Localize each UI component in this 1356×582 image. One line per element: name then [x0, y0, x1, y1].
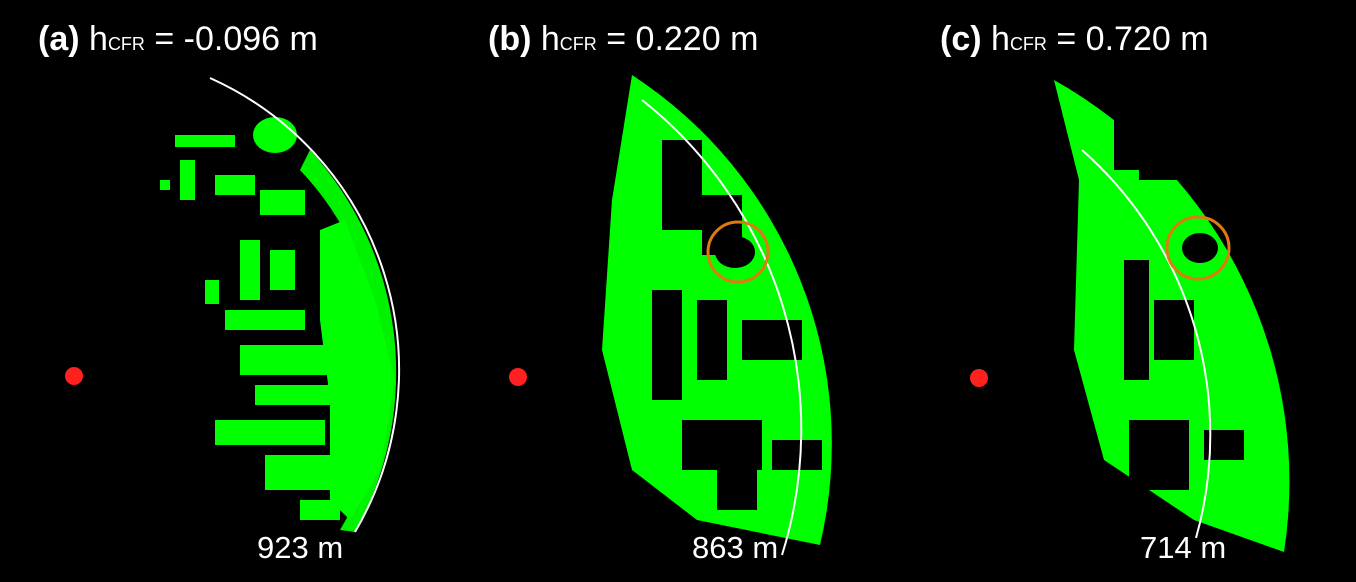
h-value: = 0.220 m	[596, 20, 759, 58]
radar-image-c	[970, 80, 1290, 552]
coverage-inner-a	[320, 220, 395, 520]
radar-site-marker-a	[65, 367, 83, 385]
panel-title-c: (c) hCFR = 0.720 m	[940, 20, 1209, 59]
radar-site-marker-c	[970, 369, 988, 387]
range-label-c: 714 m	[1140, 530, 1227, 565]
shadow-patches-c	[1114, 110, 1244, 490]
h-subscript: CFR	[559, 34, 597, 54]
h-symbol: h	[540, 20, 560, 58]
range-arc-c	[1081, 149, 1212, 539]
h-value: = -0.096 m	[144, 20, 318, 58]
panel-title-a: (a) hCFR = -0.096 m	[38, 20, 318, 59]
range-label-b: 863 m	[692, 530, 779, 565]
radar-image-b	[509, 75, 832, 556]
panel-a: (a) hCFR = -0.096 m 923 m	[0, 0, 452, 582]
h-subscript: CFR	[107, 34, 145, 54]
panel-title-b: (b) hCFR = 0.220 m	[488, 20, 758, 59]
h-value: = 0.720 m	[1046, 20, 1209, 58]
panel-b: (b) hCFR = 0.220 m 863 m	[452, 0, 904, 582]
clutter-patches-a	[160, 117, 385, 520]
range-label-a: 923 m	[257, 530, 344, 565]
range-arc-b	[641, 99, 803, 556]
highlight-circle-c	[1165, 215, 1231, 281]
h-subscript: CFR	[1009, 34, 1047, 54]
highlight-circle-b	[706, 220, 770, 284]
radar-site-marker-b	[509, 368, 527, 386]
panel-label: (c)	[940, 20, 982, 58]
coverage-sector-a	[300, 150, 397, 532]
panel-label: (a)	[38, 20, 80, 58]
panel-label: (b)	[488, 20, 532, 58]
radar-image-a	[65, 77, 401, 533]
h-symbol: h	[89, 20, 108, 58]
panel-c: (c) hCFR = 0.720 m 714 m	[904, 0, 1356, 582]
range-arc-a	[209, 77, 401, 533]
h-symbol: h	[991, 20, 1010, 58]
